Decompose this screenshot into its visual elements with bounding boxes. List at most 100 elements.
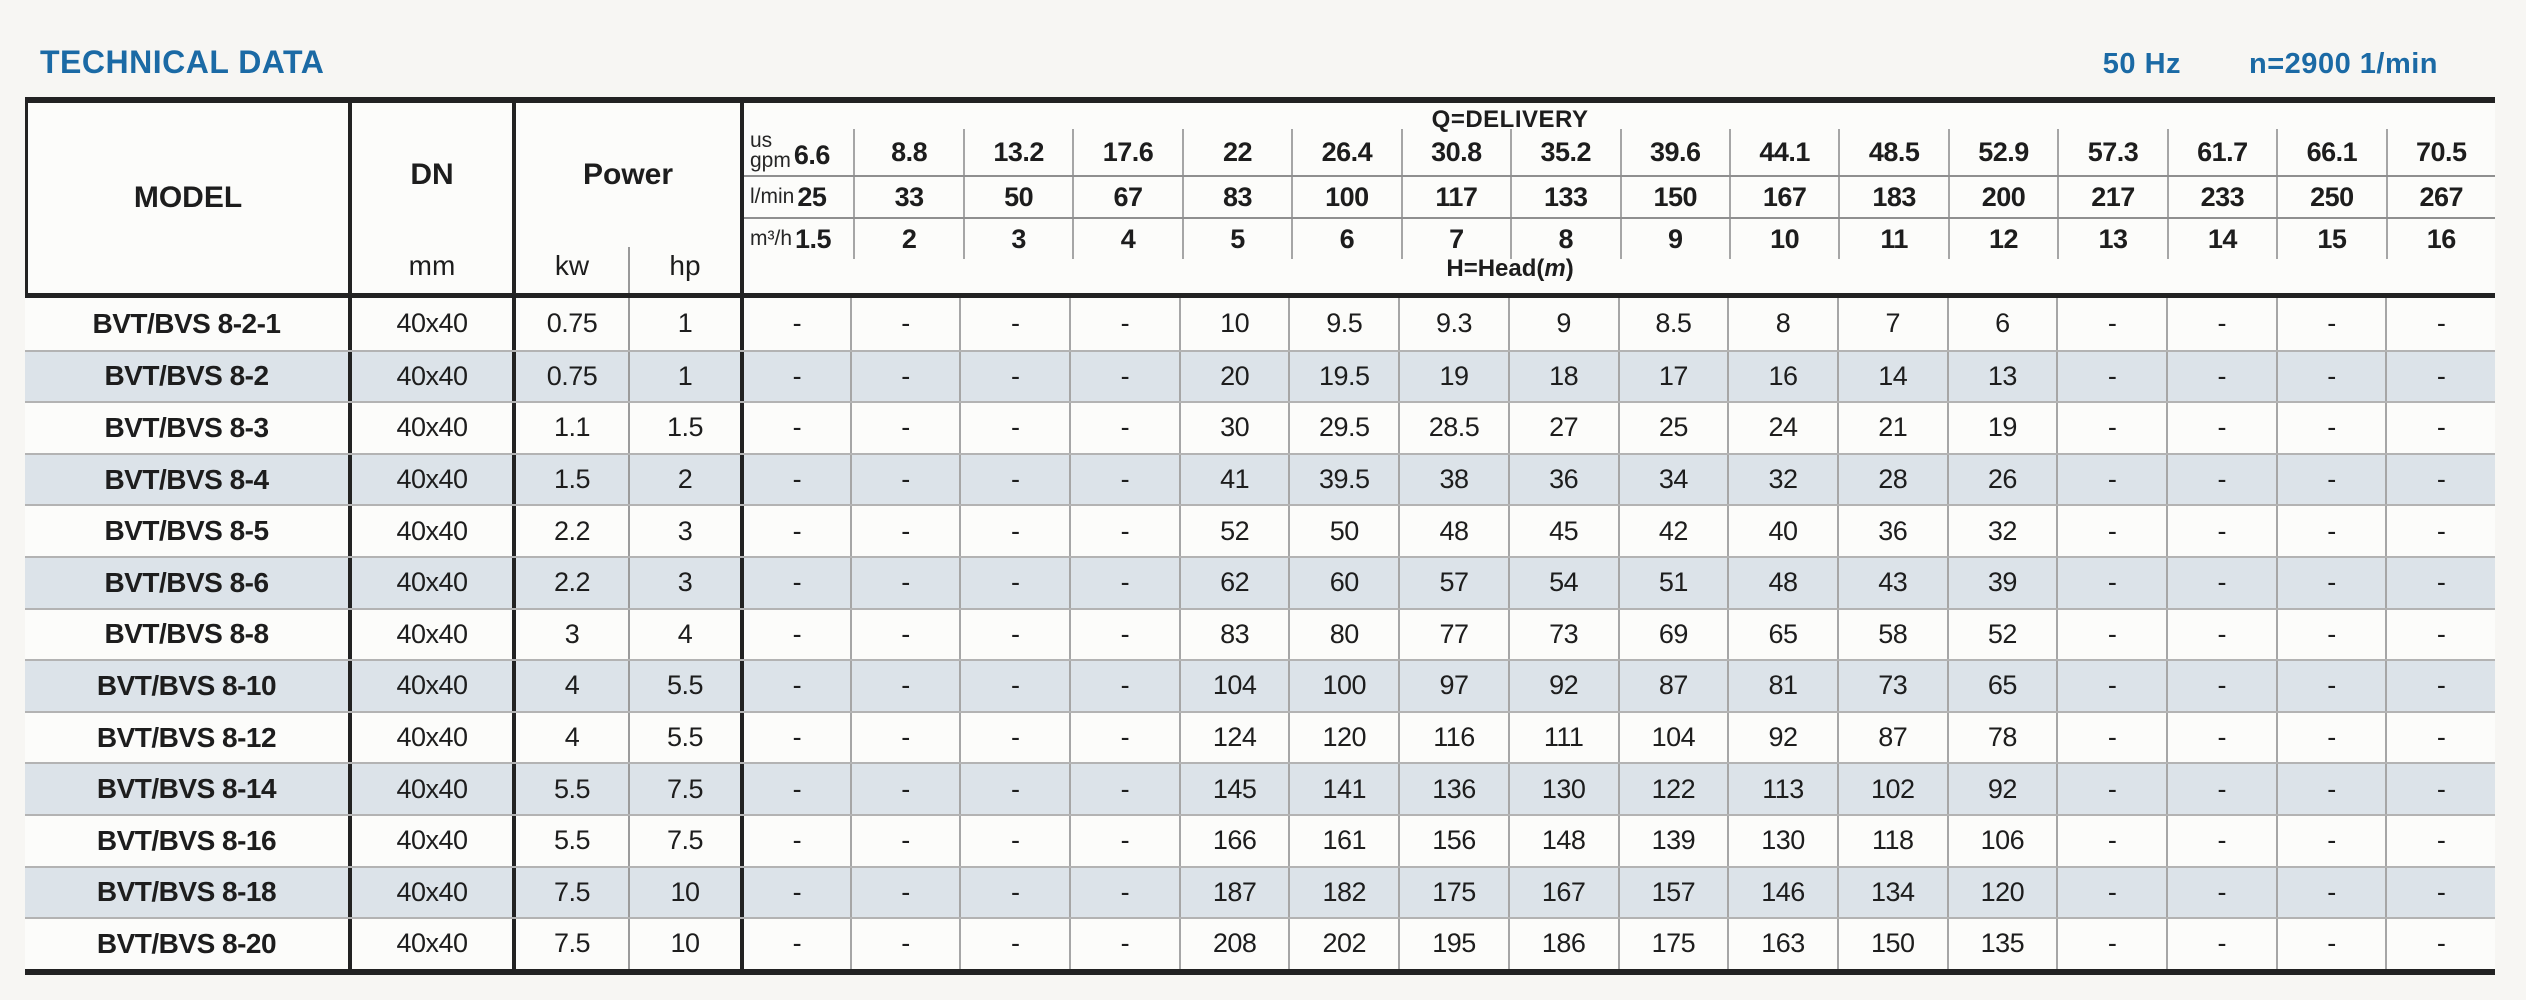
head-value-cell: 186: [1507, 919, 1618, 969]
hp-cell: 3: [628, 557, 740, 608]
table-row: BVT/BVS 8-4 40x40 1.5 2- - - -41 39.5 38 36 34 32 28…: [25, 452, 2495, 505]
table-row: BVT/BVS 8-2-1 40x40 0.75 1- - - -10 9.5 9.3 9 8.5 8…: [25, 298, 2495, 350]
model-cell: BVT/BVS 8-4: [104, 463, 269, 495]
head-value-cell: 73: [1507, 609, 1618, 660]
flow-value: 1.5: [795, 223, 832, 254]
flow-unit-label: l/min: [750, 185, 795, 208]
head-value-cell: 73: [1836, 661, 1947, 711]
head-value-cell: -: [849, 351, 960, 402]
table-row: BVT/BVS 8-20 40x40 7.5 10- - - -208 202 195 186 17…: [25, 917, 2495, 969]
flow-unit-label: us gpm: [750, 129, 791, 172]
dn-cell: 40x40: [348, 815, 512, 866]
hp-cell: 1: [628, 298, 740, 350]
head-value-cell: -: [740, 867, 850, 918]
head-value-cell: -: [740, 764, 850, 814]
model-cell: BVT/BVS 8-2: [104, 360, 269, 392]
flow-row-m3h: m³/h 1.5 2 3 4 5 6 7 8 9 10 11 12 13 14 15 16: [744, 217, 2495, 259]
flow-value-cell: 50: [962, 177, 1072, 217]
flow-value-cell: 4: [1072, 219, 1181, 259]
hp-unit-label: hp: [628, 247, 740, 293]
table-row: BVT/BVS 8-14 40x40 5.5 7.5- - - -145 141 136 130 1…: [25, 762, 2495, 814]
head-value-cell: -: [2385, 764, 2495, 814]
head-value-cell: -: [1069, 506, 1179, 556]
head-value-cell: -: [2275, 661, 2386, 711]
head-value-cell: -: [2056, 351, 2166, 402]
head-value-cell: 13: [1946, 351, 2057, 402]
head-value-cell: 40: [1727, 506, 1837, 556]
head-value-cell: 9.5: [1288, 298, 1398, 350]
head-value-cell: 195: [1398, 919, 1508, 969]
flow-row-lmin: l/min 25 33 50 67 83 100 117 133 150 167 183 200 217 2…: [744, 175, 2495, 217]
technical-data-table: MODEL DN mm Power kw hp Q=DELIVERY us gpm…: [25, 97, 2495, 975]
flow-value-cell: 13: [2057, 219, 2166, 259]
dn-cell: 40x40: [348, 403, 512, 453]
head-value-cell: 141: [1288, 764, 1398, 814]
flow-value-cell: 16: [2385, 219, 2495, 259]
flow-value-cell: 44.1: [1728, 129, 1838, 175]
flow-value-cell: 48.5: [1838, 129, 1947, 175]
head-value-cell: 116: [1398, 712, 1508, 763]
head-value-cell: -: [959, 867, 1069, 918]
head-value-cell: 175: [1398, 867, 1508, 918]
flow-value-cell: 57.3: [2057, 129, 2166, 175]
head-value-cell: 24: [1727, 403, 1837, 453]
flow-value-cell: 6: [1291, 219, 1400, 259]
head-value-cell: 87: [1617, 661, 1728, 711]
flow-value-cell: 8: [1510, 219, 1619, 259]
head-value-cell: -: [959, 557, 1069, 608]
flow-value-cell: 167: [1728, 177, 1838, 217]
head-value-cell: -: [2275, 764, 2386, 814]
hp-cell: 10: [628, 919, 740, 969]
flow-value-cell: 13.2: [962, 129, 1072, 175]
head-value-cell: 97: [1398, 661, 1508, 711]
table-body: BVT/BVS 8-2-1 40x40 0.75 1- - - -10 9.5 9.3 9 8.5 8…: [25, 298, 2495, 975]
kw-cell: 4: [512, 712, 628, 763]
head-value-cell: 58: [1836, 609, 1947, 660]
head-value-cell: -: [2385, 403, 2495, 453]
head-value-cell: -: [2165, 815, 2276, 866]
head-value-cell: -: [1069, 661, 1179, 711]
head-value-cell: 19: [1398, 351, 1508, 402]
kw-cell: 2.2: [512, 506, 628, 556]
head-value-cell: -: [2165, 298, 2276, 350]
hp-cell: 7.5: [628, 764, 740, 814]
head-value-cell: 111: [1507, 712, 1618, 763]
flow-value-cell: 150: [1619, 177, 1729, 217]
head-value-cell: 38: [1398, 454, 1508, 505]
head-value-cell: -: [2056, 764, 2166, 814]
head-value-cell: 48: [1727, 557, 1837, 608]
head-value-cell: -: [2056, 815, 2166, 866]
head-value-cell: -: [2275, 919, 2386, 969]
head-value-cell: 104: [1178, 661, 1289, 711]
hp-cell: 5.5: [628, 712, 740, 763]
head-value-cell: 28.5: [1398, 403, 1508, 453]
head-value-cell: 92: [1946, 764, 2057, 814]
head-value-cell: 83: [1178, 609, 1289, 660]
head-value-cell: 130: [1507, 764, 1618, 814]
head-value-cell: 65: [1946, 661, 2057, 711]
kw-cell: 1.5: [512, 454, 628, 505]
kw-cell: 4: [512, 661, 628, 711]
head-value-cell: 136: [1398, 764, 1508, 814]
dn-cell: 40x40: [348, 661, 512, 711]
head-value-cell: -: [2385, 506, 2495, 556]
head-value-cell: -: [849, 764, 960, 814]
flow-unit-cell: l/min 25: [744, 177, 853, 217]
flow-value-cell: 100: [1291, 177, 1400, 217]
head-value-cell: -: [2275, 815, 2386, 866]
head-value-cell: 124: [1178, 712, 1289, 763]
kw-cell: 0.75: [512, 351, 628, 402]
head-value-cell: 80: [1288, 609, 1398, 660]
head-value-cell: 102: [1836, 764, 1947, 814]
head-value-cell: 42: [1617, 506, 1728, 556]
table-row: BVT/BVS 8-10 40x40 4 5.5- - - -104 100 97 92 87 81 7…: [25, 659, 2495, 711]
flow-value-cell: 3: [962, 219, 1072, 259]
head-value-cell: 19: [1946, 403, 2057, 453]
head-value-cell: 78: [1946, 712, 2057, 763]
model-cell: BVT/BVS 8-6: [104, 566, 269, 598]
head-value-cell: 69: [1617, 609, 1728, 660]
head-value-cell: -: [2385, 557, 2495, 608]
head-value-cell: 36: [1836, 506, 1947, 556]
head-value-cell: 146: [1727, 867, 1837, 918]
head-value-cell: 16: [1727, 351, 1837, 402]
